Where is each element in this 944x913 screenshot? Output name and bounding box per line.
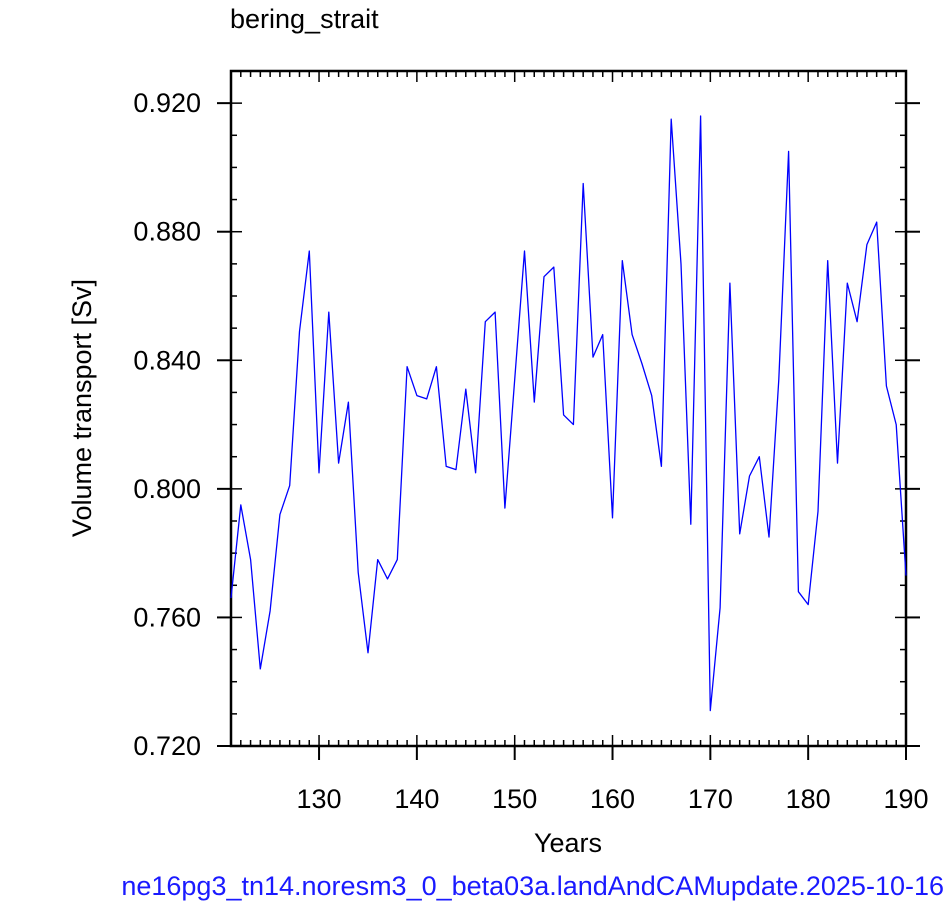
series-line (230, 115, 907, 712)
data-point (847, 282, 849, 284)
y-tick-label: 0.920 (133, 88, 201, 118)
data-point (328, 311, 330, 313)
chart-title: bering_strait (230, 4, 379, 34)
data-point (299, 331, 301, 333)
data-point (817, 511, 819, 513)
data-point (582, 183, 584, 185)
x-tick-label: 180 (786, 784, 831, 814)
major-ticks (217, 71, 920, 760)
data-point (279, 514, 281, 516)
data-point (338, 462, 340, 464)
data-point (240, 504, 242, 506)
x-tick-label: 160 (590, 784, 635, 814)
y-tick-label: 0.720 (133, 731, 201, 761)
data-point (798, 591, 800, 593)
data-point (387, 578, 389, 580)
data-point (876, 221, 878, 223)
data-point (768, 536, 770, 538)
data-point (426, 398, 428, 400)
data-point (543, 276, 545, 278)
data-point (778, 379, 780, 381)
data-point (357, 572, 359, 574)
x-tick-label: 130 (297, 784, 342, 814)
data-point (260, 668, 262, 670)
data-point (680, 263, 682, 265)
data-point (661, 466, 663, 468)
data-point (377, 559, 379, 561)
x-tick-label: 140 (394, 784, 439, 814)
data-point (416, 395, 418, 397)
x-tick-labels: 130 140 150 160 170 180 190 (297, 784, 929, 814)
data-point (788, 151, 790, 153)
data-point (837, 462, 839, 464)
data-point (436, 366, 438, 368)
data-point (573, 424, 575, 426)
data-point (886, 385, 888, 387)
data-point (485, 321, 487, 323)
data-point (856, 321, 858, 323)
data-point (700, 115, 702, 117)
data-point (553, 266, 555, 268)
data-point (622, 260, 624, 262)
data-point (475, 472, 477, 474)
data-point (807, 604, 809, 606)
x-tick-label: 150 (492, 784, 537, 814)
data-point (494, 311, 496, 313)
data-point (445, 466, 447, 468)
data-point (827, 260, 829, 262)
footer-run-name: ne16pg3_tn14.noresm3_0_beta03a.landAndCA… (0, 871, 944, 911)
data-point (289, 485, 291, 487)
data-point (719, 607, 721, 609)
data-point (406, 366, 408, 368)
data-point (455, 469, 457, 471)
data-point (866, 244, 868, 246)
data-point (905, 575, 907, 577)
data-point (612, 517, 614, 519)
plot-frame (229, 69, 908, 748)
data-point (563, 414, 565, 416)
data-point (729, 282, 731, 284)
y-tick-label: 0.760 (133, 602, 201, 632)
data-point (631, 334, 633, 336)
data-point (514, 379, 516, 381)
data-point (651, 395, 653, 397)
data-point (759, 456, 761, 458)
footer-text: ne16pg3_tn14.noresm3_0_beta03a.landAndCA… (121, 871, 944, 901)
data-point (504, 507, 506, 509)
y-tick-label: 0.880 (133, 217, 201, 247)
data-point (250, 559, 252, 561)
x-tick-label: 190 (883, 784, 928, 814)
data-point (230, 597, 232, 599)
data-point (534, 401, 536, 403)
data-points (230, 115, 907, 711)
data-point (895, 424, 897, 426)
y-axis-label: Volume transport [Sv] (67, 279, 97, 537)
data-point (309, 250, 311, 252)
data-point (592, 356, 594, 358)
data-point (524, 250, 526, 252)
data-point (602, 334, 604, 336)
y-tick-label: 0.800 (133, 474, 201, 504)
data-point (749, 475, 751, 477)
data-point (465, 388, 467, 390)
data-point (710, 710, 712, 712)
x-axis-label: Years (534, 828, 602, 858)
minor-ticks (230, 70, 906, 746)
data-point (690, 523, 692, 525)
x-tick-label: 170 (688, 784, 733, 814)
y-tick-labels: 0.720 0.760 0.800 0.840 0.880 0.920 (133, 88, 201, 761)
data-point (641, 363, 643, 365)
data-point (397, 559, 399, 561)
data-point (269, 610, 271, 612)
data-point (670, 118, 672, 120)
data-point (739, 533, 741, 535)
data-point (367, 652, 369, 654)
y-tick-label: 0.840 (133, 345, 201, 375)
data-point (348, 401, 350, 403)
data-point (318, 472, 320, 474)
